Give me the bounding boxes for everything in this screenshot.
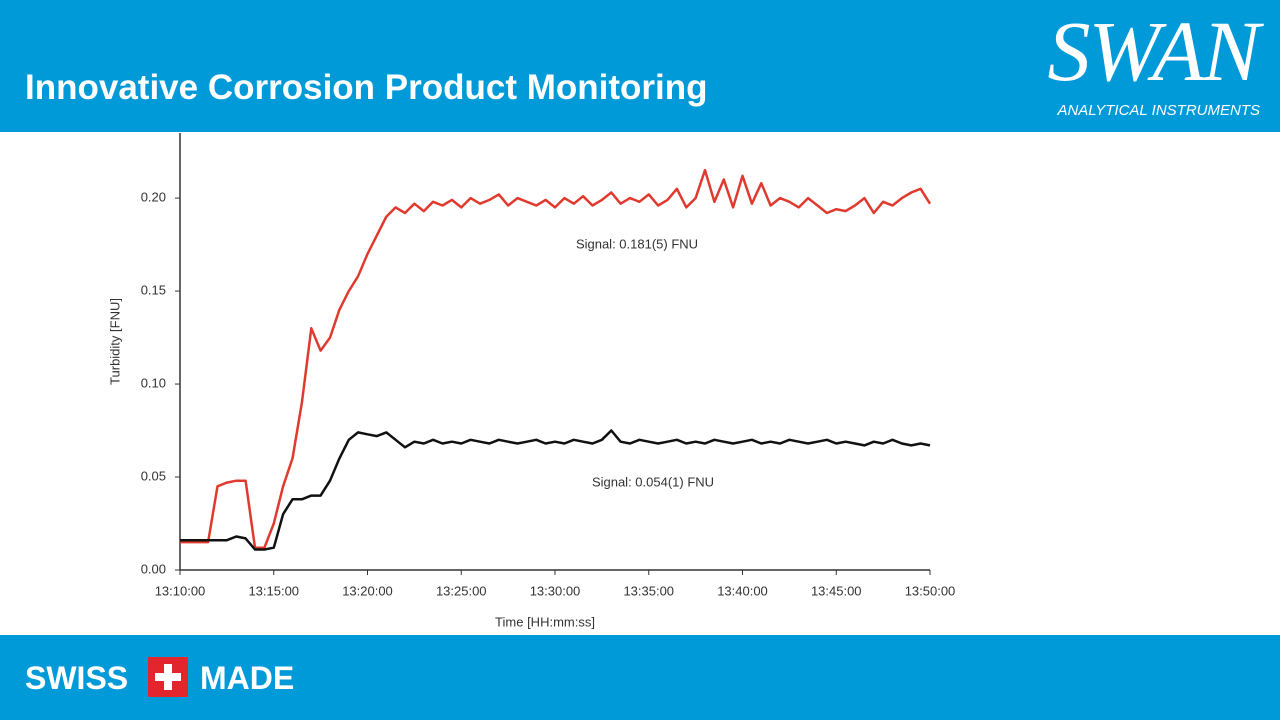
x-axis-label: Time [HH:mm:ss] bbox=[495, 614, 595, 629]
y-tick-label: 0.05 bbox=[141, 468, 166, 483]
data-line bbox=[180, 429, 931, 551]
plot: 0.00 0.05 0.10 0.15 0.20 13:10:00 13:15:00 13:2… bbox=[107, 133, 955, 629]
x-tick-label: 13:10:00 bbox=[155, 583, 206, 598]
logo: SWAN bbox=[1047, 3, 1260, 99]
x-tick-label: 13:45:00 bbox=[811, 583, 862, 598]
footer-text: MADE bbox=[200, 660, 295, 696]
chart: 0.00 0.05 0.10 0.15 0.20 13:10:00 13:15:00 13:2… bbox=[107, 133, 955, 629]
y-tick-label: 0.00 bbox=[141, 561, 166, 576]
x-tick-label: 13:20:00 bbox=[342, 583, 393, 598]
annotation: Signal: 0.054(1) FNU bbox=[592, 474, 714, 489]
footer-text: SWISS bbox=[25, 660, 129, 696]
annotation: Signal: 0.181(5) FNU bbox=[576, 236, 698, 251]
slide-title: Innovative Corrosion Product Monitoring bbox=[25, 68, 708, 107]
x-tick-label: 13:15:00 bbox=[248, 583, 299, 598]
y-tick-label: 0.10 bbox=[141, 375, 166, 390]
swiss-flag bbox=[148, 657, 188, 697]
x-tick-label: 13:30:00 bbox=[530, 583, 581, 598]
footer: SWISS MADE bbox=[0, 635, 1280, 720]
logo-subtitle: ANALYTICAL INSTRUMENTS bbox=[1057, 102, 1260, 119]
y-tick-label: 0.15 bbox=[141, 283, 166, 298]
y-tick-label: 0.20 bbox=[141, 190, 166, 205]
x-tick-label: 13:50:00 bbox=[905, 583, 956, 598]
header: Innovative Corrosion Product Monitoring … bbox=[0, 0, 1280, 132]
y-axis-label: Turbidity [FNU] bbox=[107, 298, 122, 385]
x-tick-label: 13:35:00 bbox=[623, 583, 674, 598]
x-tick-label: 13:25:00 bbox=[436, 583, 487, 598]
x-tick-label: 13:40:00 bbox=[717, 583, 768, 598]
data-line bbox=[180, 168, 932, 549]
